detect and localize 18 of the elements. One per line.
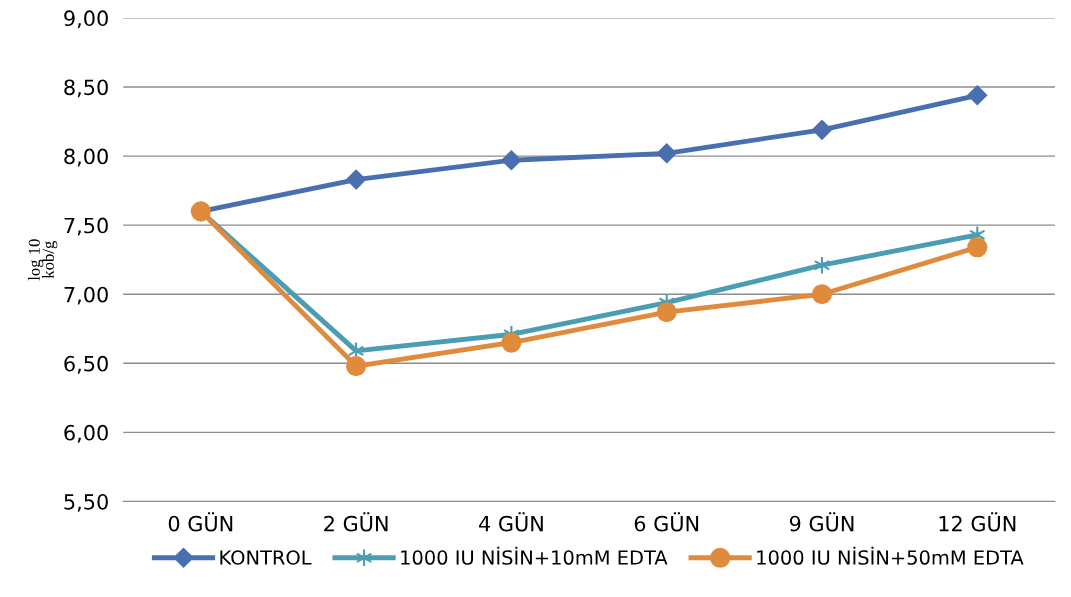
y-tick-label: 5,50 [64,493,108,512]
y-tick-label: 6,00 [64,424,108,443]
y-tick-label: 8,00 [64,148,108,167]
x-tick-label: 2 GÜN [324,512,388,532]
y-tick-label: 7,00 [64,286,108,305]
y-tick-label: 6,50 [64,355,108,374]
legend-label: KONTROL [220,550,312,565]
x-tick-label: 9 GÜN [789,512,854,532]
legend-label: 1000 IU NİSİN+50mM EDTA [757,546,1024,565]
x-tick-label: 12 GÜN [939,512,1016,532]
y-tick-label: 9,00 [64,10,108,29]
y-tick-label: 7,50 [64,217,108,236]
legend-label: 1000 IU NİSİN+10mM EDTA [401,546,668,565]
y-tick-label: 8,50 [64,79,108,98]
x-tick-label: 4 GÜN [479,512,543,532]
x-tick-label: 0 GÜN [168,512,233,532]
x-tick-label: 6 GÜN [634,512,699,532]
y-axis-title: log 10 kob/g [28,239,58,281]
